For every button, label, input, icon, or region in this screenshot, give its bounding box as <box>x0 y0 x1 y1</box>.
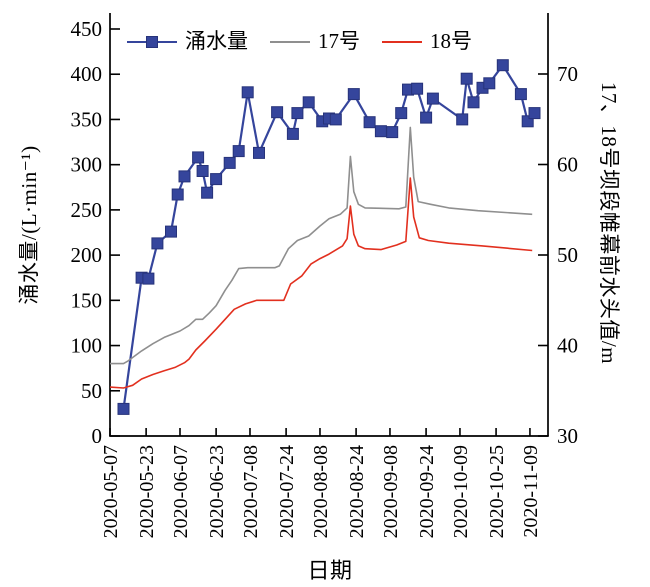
y-left-tick-label: 450 <box>71 17 103 41</box>
red-line-icon <box>382 35 422 48</box>
data-point-marker <box>291 107 304 120</box>
data-point-marker <box>223 156 236 169</box>
gray-line-icon <box>270 35 310 48</box>
x-tick-label: 2020-05-07 <box>100 445 122 538</box>
y-right-tick-label: 40 <box>557 334 578 358</box>
data-point-marker <box>232 145 245 158</box>
data-point-marker <box>210 173 223 186</box>
data-point-marker <box>117 402 130 415</box>
x-axis-title: 日期 <box>307 558 353 583</box>
x-tick-label: 2020-06-23 <box>206 445 228 538</box>
y-right-tick-label: 30 <box>557 424 578 448</box>
data-point-marker <box>171 188 184 201</box>
legend-label-inflow: 涌水量 <box>185 29 248 53</box>
data-point-marker <box>363 116 376 129</box>
data-point-marker <box>151 237 164 250</box>
data-point-marker <box>521 115 534 128</box>
x-tick-label: 2020-06-07 <box>170 445 192 538</box>
y-left-tick-label: 200 <box>71 243 103 267</box>
legend-item-17: 17号 <box>270 31 360 52</box>
data-point-marker <box>165 225 177 238</box>
data-point-marker <box>420 111 433 124</box>
data-point-marker <box>426 92 439 105</box>
chart-legend: 涌水量 17号 18号 <box>127 31 472 52</box>
data-point-marker <box>178 170 191 183</box>
data-point-marker <box>528 107 541 120</box>
data-point-marker <box>286 127 299 140</box>
data-point-marker <box>467 96 480 109</box>
y-left-tick-label: 350 <box>71 107 103 131</box>
y-left-tick-label: 50 <box>81 379 102 403</box>
y-left-tick-label: 250 <box>71 198 103 222</box>
data-point-marker <box>386 126 399 139</box>
y-left-tick-label: 400 <box>71 62 103 86</box>
x-tick-label: 2020-07-08 <box>240 445 262 538</box>
data-point-marker <box>347 88 360 101</box>
data-point-marker <box>201 186 214 199</box>
data-point-marker <box>395 107 408 120</box>
y-left-axis-title: 涌水量/(L·min⁻¹) <box>17 145 41 305</box>
series-line-1 <box>110 126 533 365</box>
y-left-tick-label: 0 <box>92 424 103 448</box>
data-point-marker <box>411 82 424 95</box>
data-point-marker <box>514 88 527 101</box>
data-point-marker <box>329 113 342 126</box>
data-point-marker <box>192 151 205 164</box>
data-point-marker <box>374 125 387 138</box>
data-point-marker <box>460 72 473 85</box>
x-tick-label: 2020-09-08 <box>380 445 402 538</box>
y-right-tick-label: 50 <box>557 243 578 267</box>
legend-label-17: 17号 <box>318 29 360 53</box>
x-tick-label: 2020-07-24 <box>276 445 298 538</box>
data-point-marker <box>142 272 155 285</box>
legend-item-18: 18号 <box>382 31 472 52</box>
x-tick-label: 2020-10-25 <box>486 445 508 538</box>
y-left-tick-label: 100 <box>71 334 103 358</box>
y-right-axis-title: 17、18号坝段帷幕前水头值/m <box>597 81 621 365</box>
data-point-marker <box>253 146 265 159</box>
x-tick-label: 2020-11-09 <box>520 445 542 538</box>
y-right-tick-label: 60 <box>557 153 578 177</box>
data-point-marker <box>196 165 209 177</box>
legend-label-18: 18号 <box>430 29 472 53</box>
data-point-marker <box>456 113 469 126</box>
x-tick-label: 2020-10-09 <box>450 445 472 538</box>
data-point-marker <box>241 86 254 99</box>
data-point-marker <box>496 59 509 72</box>
data-point-marker <box>302 96 315 109</box>
y-left-tick-label: 150 <box>71 288 103 312</box>
x-tick-label: 2020-05-23 <box>136 445 158 538</box>
data-point-marker <box>483 77 496 90</box>
x-tick-label: 2020-08-24 <box>346 445 368 538</box>
y-right-tick-label: 70 <box>557 62 578 86</box>
y-left-tick-label: 300 <box>71 153 103 177</box>
x-tick-label: 2020-09-24 <box>416 445 438 538</box>
data-point-marker <box>271 106 284 119</box>
legend-item-inflow: 涌水量 <box>127 31 248 52</box>
series-line-2 <box>109 177 533 389</box>
x-tick-label: 2020-08-08 <box>310 445 332 538</box>
inflow-line-square-icon <box>127 35 177 48</box>
